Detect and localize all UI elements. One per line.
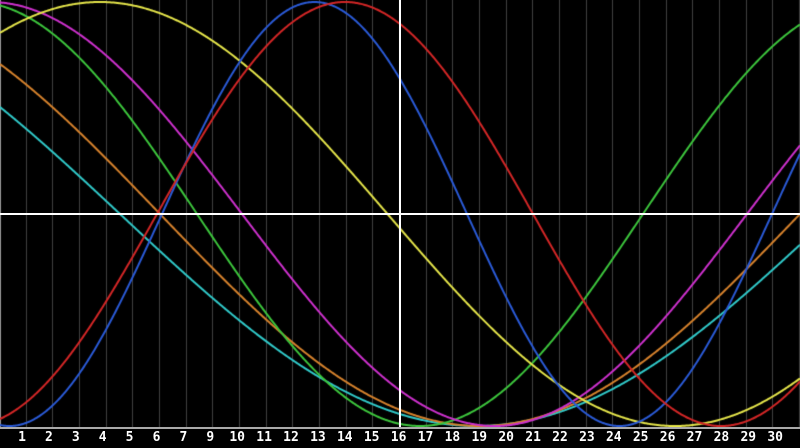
x-tick-label: 7 [179, 430, 188, 445]
x-axis-line [0, 427, 800, 429]
x-tick-label: 17 [417, 430, 434, 445]
x-tick-label: 21 [525, 430, 541, 445]
x-tick-label: 13 [310, 430, 326, 445]
x-tick-label: 14 [336, 430, 353, 445]
x-tick-label: 9 [206, 430, 215, 445]
x-tick-label: 5 [125, 430, 134, 445]
x-tick-label: 16 [390, 430, 407, 445]
x-tick-label: 11 [256, 430, 272, 445]
x-tick-label: 18 [444, 430, 461, 445]
plot-area[interactable] [0, 0, 800, 427]
x-tick-label: 23 [579, 430, 595, 445]
x-tick-label: 30 [767, 430, 784, 445]
x-tick-label: 1 [18, 430, 26, 445]
x-tick-label: 22 [552, 430, 568, 445]
x-tick-label: 10 [229, 430, 246, 445]
crosshair-vertical-line [399, 0, 401, 427]
x-tick-label: 3 [71, 430, 80, 445]
x-tick-label: 24 [605, 430, 622, 445]
x-tick-label: 28 [713, 430, 730, 445]
x-tick-label: 12 [283, 430, 299, 445]
x-tick-label: 27 [686, 430, 703, 445]
x-tick-label: 4 [98, 430, 107, 445]
x-tick-label: 15 [363, 430, 380, 445]
x-tick-label: 6 [152, 430, 161, 445]
x-tick-label: 20 [498, 430, 515, 445]
x-tick-label: 25 [632, 430, 649, 445]
x-axis-tick-labels: 1 2 3 4 5 6 7 9 10 11 12 13 14 15 16 17 18 19 20 21 22 23 24 25… [0, 429, 800, 448]
x-tick-label: 19 [471, 430, 488, 445]
x-tick-label: 29 [740, 430, 757, 445]
x-tick-label: 2 [44, 430, 53, 445]
x-tick-label: 26 [659, 430, 676, 445]
